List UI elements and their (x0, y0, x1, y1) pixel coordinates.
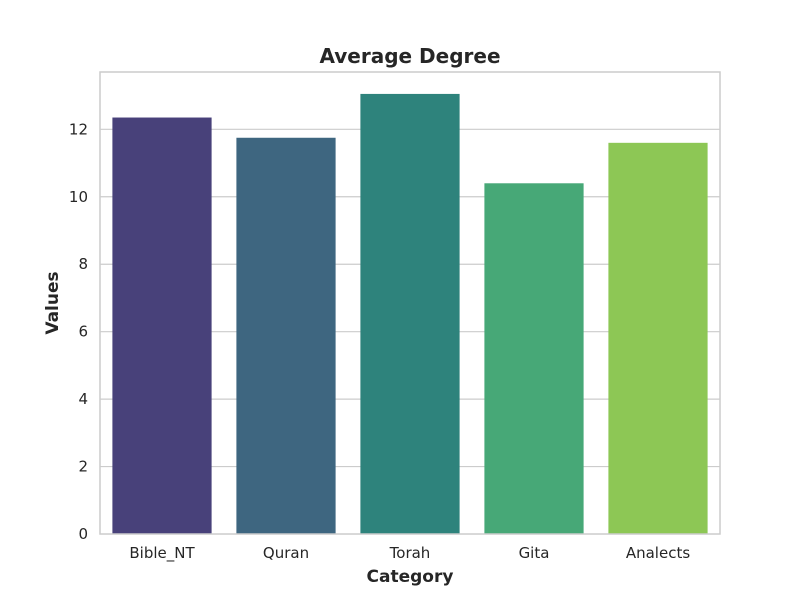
plot-frame (99, 71, 721, 535)
y-tick-label: 8 (78, 255, 88, 273)
y-tick-label: 0 (78, 525, 88, 543)
y-tick-label: 10 (69, 188, 88, 206)
y-axis-label: Values (43, 271, 63, 334)
bar-torah (360, 93, 460, 534)
bar-gita (484, 183, 584, 534)
y-tick-label: 6 (78, 323, 88, 341)
chart-title: Average Degree (319, 44, 500, 68)
x-axis-label: Category (367, 567, 454, 587)
x-tick-label: Bible_NT (129, 544, 195, 563)
x-tick-label: Quran (263, 544, 309, 562)
y-tick-labels: 0 2 4 6 8 10 12 (69, 120, 88, 543)
bar-quran (236, 137, 336, 534)
x-tick-label: Torah (389, 544, 431, 562)
x-tick-label: Gita (519, 544, 550, 562)
bar-analects (608, 142, 708, 535)
bars (112, 93, 708, 535)
y-tick-label: 12 (69, 120, 88, 138)
x-tick-label: Analects (626, 544, 690, 562)
y-tick-label: 4 (78, 390, 88, 408)
x-tick-labels: Bible_NT Quran Torah Gita Analects (129, 544, 690, 563)
y-tick-label: 2 (78, 458, 88, 476)
bar-bible-nt (112, 117, 212, 535)
